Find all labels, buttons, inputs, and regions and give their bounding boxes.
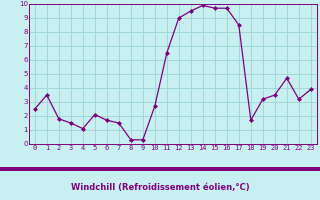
Text: Windchill (Refroidissement éolien,°C): Windchill (Refroidissement éolien,°C) [71, 183, 249, 192]
